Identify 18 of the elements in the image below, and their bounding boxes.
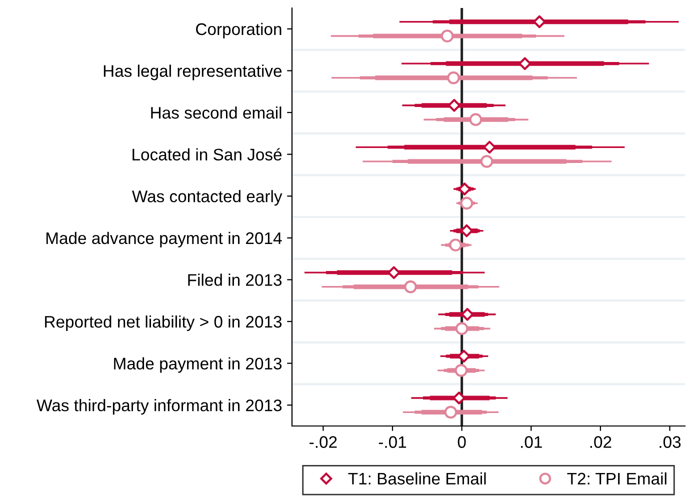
y-tick-label: Reported net liability > 0 in 2013 [45,315,282,331]
y-tick-label: Was third-party informant in 2013 [36,399,282,415]
x-tick-label: .02 [590,436,612,448]
x-tick-label: -.01 [378,436,406,448]
y-tick-label: Made payment in 2013 [114,357,282,373]
x-tick-label: .01 [521,436,542,448]
y-tick-label: Filed in 2013 [188,274,282,286]
y-tick-label: Has legal representative [104,64,282,80]
legend-label: T1: Baseline Email [348,472,486,485]
x-tick-label: 0 [458,436,466,448]
y-tick-label: Corporation [196,22,282,38]
y-tick-label: Was contacted early [132,190,282,206]
x-tick-label: -.02 [310,436,337,448]
y-tick-label: Located in San José [132,148,282,161]
y-tick-label: Has second email [151,106,282,119]
y-tick-label: Made advance payment in 2014 [46,232,282,248]
x-tick-label: .03 [660,436,681,448]
legend-label: T2: TPI Email [567,472,666,485]
